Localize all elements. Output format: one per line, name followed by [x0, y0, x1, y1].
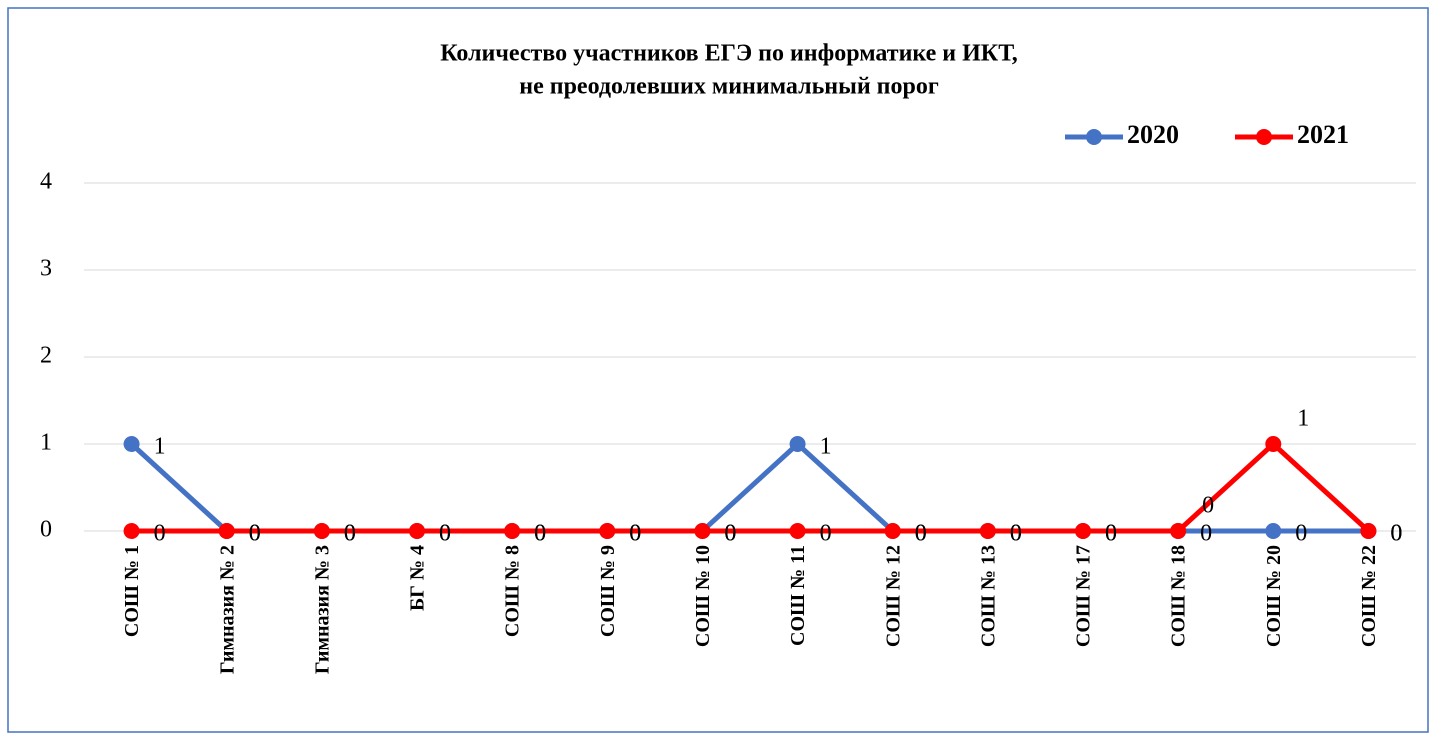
- chart-title: не преодолевших минимальный порог: [519, 74, 939, 100]
- x-tick-label: СОШ № 22: [1358, 545, 1380, 647]
- legend-marker: [1086, 129, 1102, 145]
- data-label: 0: [1295, 521, 1307, 547]
- point: [123, 436, 140, 452]
- legend-label: 2021: [1297, 120, 1349, 149]
- y-tick-label: 0: [40, 517, 52, 543]
- x-tick-label: СОШ № 9: [597, 545, 619, 637]
- x-tick-label: Гимназия № 3: [311, 545, 333, 674]
- series-line: [131, 440, 1371, 534]
- data-label: 0: [534, 521, 546, 547]
- data-label: 0: [1010, 521, 1022, 547]
- data-label: 0: [1390, 521, 1402, 547]
- data-label: 0: [1105, 521, 1117, 547]
- data-label: 0: [154, 521, 166, 547]
- legend-marker: [1256, 129, 1272, 145]
- point: [884, 523, 901, 539]
- y-tick-label: 4: [40, 169, 52, 195]
- data-label: 0: [1105, 521, 1117, 547]
- data-label: 0: [915, 521, 927, 547]
- data-label: 0: [629, 521, 641, 547]
- point: [1075, 523, 1091, 539]
- data-label: 0: [724, 521, 736, 547]
- x-tick-label: СОШ № 20: [1263, 545, 1285, 647]
- data-label: 0: [1200, 521, 1212, 547]
- x-tick-label: СОШ № 18: [1168, 545, 1190, 647]
- x-tick-label: СОШ № 1: [121, 545, 143, 637]
- point: [789, 523, 806, 539]
- point: [599, 523, 616, 539]
- point: [123, 523, 140, 539]
- data-label: 0: [439, 521, 451, 547]
- point: [1360, 523, 1377, 539]
- x-tick-label: Гимназия № 2: [216, 545, 238, 674]
- data-label: 0: [439, 521, 451, 547]
- point: [1265, 436, 1282, 452]
- data-label: 0: [249, 521, 261, 547]
- data-label: 0: [534, 521, 546, 547]
- data-label: 0: [820, 521, 832, 547]
- data-label: 0: [724, 521, 736, 547]
- x-tick-label: СОШ № 13: [977, 545, 999, 647]
- point: [1265, 523, 1282, 539]
- chart-frame: [7, 7, 1429, 733]
- point: [694, 523, 711, 539]
- y-tick-label: 2: [40, 343, 52, 369]
- point: [409, 523, 425, 539]
- point: [789, 436, 806, 452]
- x-tick-label: СОШ № 12: [882, 545, 904, 647]
- data-label: 0: [344, 521, 356, 547]
- x-tick-label: СОШ № 10: [692, 545, 714, 647]
- data-label: 0: [629, 521, 641, 547]
- x-tick-label: СОШ № 8: [502, 545, 524, 637]
- data-label: 0: [249, 521, 261, 547]
- point: [979, 523, 996, 539]
- point: [1170, 523, 1187, 539]
- point: [504, 523, 521, 539]
- y-tick-label: 3: [40, 256, 52, 282]
- x-tick-label: БГ № 4: [407, 545, 429, 611]
- data-label: 0: [1010, 521, 1022, 547]
- data-label: 1: [154, 434, 166, 460]
- data-label: 0: [915, 521, 927, 547]
- chart-title: Количество участников ЕГЭ по информатике…: [440, 41, 1018, 67]
- x-tick-label: СОШ № 11: [787, 545, 809, 646]
- point: [218, 523, 235, 539]
- y-tick-label: 1: [40, 430, 52, 456]
- point: [313, 523, 330, 539]
- data-label: 0: [1202, 493, 1214, 519]
- data-label: 0: [344, 521, 356, 547]
- data-label: 1: [820, 434, 832, 460]
- data-label: 0: [1390, 521, 1402, 547]
- data-label: 1: [1297, 406, 1309, 432]
- legend-label: 2020: [1127, 120, 1179, 149]
- x-tick-label: СОШ № 17: [1073, 545, 1095, 647]
